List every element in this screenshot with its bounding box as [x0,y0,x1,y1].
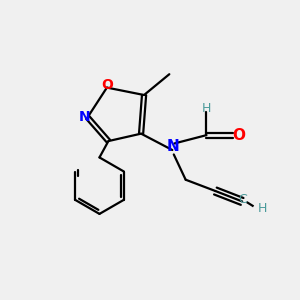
Text: O: O [232,128,245,142]
Text: N: N [79,110,90,124]
Text: H: H [202,102,211,115]
Text: O: O [101,78,113,92]
Text: C: C [238,193,247,206]
Text: N: N [167,139,179,154]
Text: H: H [257,202,267,215]
